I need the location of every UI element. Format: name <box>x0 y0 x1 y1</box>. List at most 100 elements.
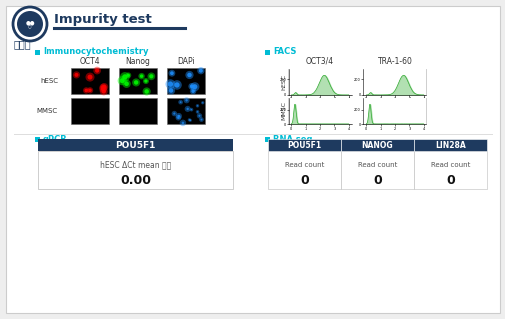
Circle shape <box>100 83 108 91</box>
Circle shape <box>192 84 197 89</box>
Text: 97.24%: 97.24% <box>392 78 407 82</box>
Text: Impurity test: Impurity test <box>54 13 152 26</box>
Bar <box>35 137 40 142</box>
Text: Read count: Read count <box>357 162 396 168</box>
Bar <box>363 98 426 124</box>
Circle shape <box>73 71 80 78</box>
Text: LIN28A: LIN28A <box>434 140 465 150</box>
Circle shape <box>181 122 184 124</box>
Bar <box>119 68 157 94</box>
Circle shape <box>175 113 182 119</box>
Text: 0: 0 <box>299 174 308 187</box>
Circle shape <box>187 118 191 122</box>
Text: NANOG: NANOG <box>361 140 392 150</box>
Circle shape <box>201 102 203 103</box>
Circle shape <box>102 89 106 93</box>
Text: 0.00: 0.00 <box>120 174 150 187</box>
Circle shape <box>184 106 190 112</box>
Circle shape <box>168 70 175 77</box>
Text: M1: M1 <box>396 104 402 108</box>
Circle shape <box>172 80 181 90</box>
Circle shape <box>88 89 91 92</box>
Circle shape <box>170 71 173 75</box>
Text: hESC ΔCt mean 기준: hESC ΔCt mean 기준 <box>99 160 171 169</box>
Circle shape <box>117 76 126 85</box>
Text: MMSC: MMSC <box>281 101 286 121</box>
Text: Read count: Read count <box>284 162 324 168</box>
Circle shape <box>198 69 203 73</box>
Circle shape <box>195 110 199 114</box>
Circle shape <box>120 72 129 82</box>
Text: Read count: Read count <box>430 162 469 168</box>
Text: M1: M1 <box>321 104 327 108</box>
Circle shape <box>188 119 190 121</box>
Circle shape <box>177 116 179 119</box>
Circle shape <box>167 81 173 87</box>
Circle shape <box>122 74 127 80</box>
Circle shape <box>187 73 191 77</box>
Circle shape <box>139 74 143 78</box>
Text: MMSC: MMSC <box>37 108 58 114</box>
Circle shape <box>188 119 191 122</box>
Bar <box>265 137 270 142</box>
Circle shape <box>189 88 196 94</box>
Bar <box>340 139 413 151</box>
Circle shape <box>127 74 130 77</box>
Circle shape <box>138 73 144 79</box>
Text: OCT3/4: OCT3/4 <box>306 56 333 65</box>
Text: ●●: ●● <box>25 20 35 26</box>
Text: TRA-1-60: TRA-1-60 <box>377 56 412 65</box>
Circle shape <box>99 87 108 95</box>
Text: 0: 0 <box>445 174 454 187</box>
Bar <box>71 98 109 124</box>
Text: qPCR: qPCR <box>43 135 68 144</box>
Circle shape <box>185 99 187 101</box>
Circle shape <box>200 119 202 121</box>
Text: POU5F1: POU5F1 <box>287 140 321 150</box>
Bar <box>38 151 232 189</box>
Circle shape <box>169 88 173 93</box>
Text: 0.02%: 0.02% <box>393 107 406 111</box>
Bar <box>413 139 486 151</box>
Circle shape <box>85 73 94 82</box>
Circle shape <box>93 67 101 74</box>
Circle shape <box>189 85 193 88</box>
Circle shape <box>183 97 189 103</box>
Circle shape <box>125 72 131 78</box>
Text: RNA seq.: RNA seq. <box>273 135 315 144</box>
Circle shape <box>87 75 92 79</box>
Circle shape <box>144 89 148 94</box>
Circle shape <box>179 120 186 126</box>
Circle shape <box>174 82 179 88</box>
Circle shape <box>149 74 153 78</box>
Circle shape <box>122 79 130 88</box>
Text: M1: M1 <box>321 75 327 79</box>
Text: M1: M1 <box>396 75 402 79</box>
Circle shape <box>101 85 105 89</box>
Circle shape <box>177 115 180 117</box>
Circle shape <box>190 82 199 91</box>
Circle shape <box>83 87 89 94</box>
Bar <box>38 139 232 151</box>
Text: 고순도: 고순도 <box>14 39 31 49</box>
Circle shape <box>191 89 194 93</box>
Bar <box>119 98 157 124</box>
Circle shape <box>13 7 47 41</box>
Circle shape <box>171 111 177 116</box>
Circle shape <box>175 115 181 121</box>
Circle shape <box>189 108 193 111</box>
Circle shape <box>189 120 190 121</box>
Circle shape <box>102 85 106 89</box>
Circle shape <box>196 105 198 107</box>
Text: 0.12%: 0.12% <box>318 107 331 111</box>
Text: 41.50%: 41.50% <box>317 78 332 82</box>
Circle shape <box>195 104 199 108</box>
Circle shape <box>200 101 204 104</box>
Bar <box>268 139 340 151</box>
Circle shape <box>190 109 192 110</box>
Circle shape <box>134 80 138 85</box>
Bar <box>167 68 205 94</box>
Circle shape <box>199 117 204 122</box>
Circle shape <box>99 85 107 93</box>
Circle shape <box>95 69 99 73</box>
